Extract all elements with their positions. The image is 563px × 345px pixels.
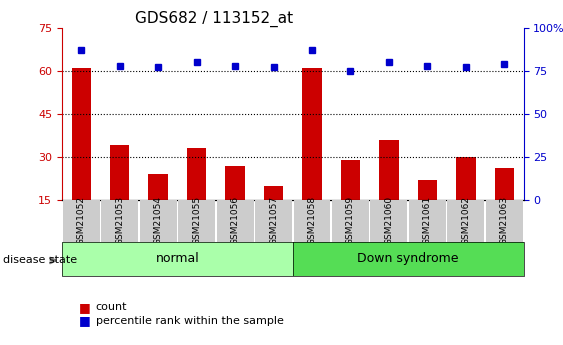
Bar [456,157,476,200]
FancyBboxPatch shape [448,200,484,242]
Bar [495,168,514,200]
FancyBboxPatch shape [140,200,177,242]
Bar [225,166,245,200]
Text: GDS682 / 113152_at: GDS682 / 113152_at [135,10,293,27]
Bar [110,146,129,200]
Text: GSM21052: GSM21052 [77,196,86,245]
FancyBboxPatch shape [62,241,293,276]
Text: normal: normal [155,252,199,265]
FancyBboxPatch shape [255,200,292,242]
Text: Down syndrome: Down syndrome [358,252,459,265]
Text: GSM21060: GSM21060 [385,196,394,245]
FancyBboxPatch shape [486,200,523,242]
Bar [302,68,321,200]
Text: GSM21055: GSM21055 [192,196,201,245]
Text: GSM21057: GSM21057 [269,196,278,245]
Text: GSM21062: GSM21062 [462,196,470,245]
FancyBboxPatch shape [217,200,253,242]
Bar [149,174,168,200]
Text: GSM21059: GSM21059 [346,196,355,245]
Text: GSM21058: GSM21058 [307,196,316,245]
FancyBboxPatch shape [62,200,100,242]
Text: count: count [96,302,127,312]
Text: GSM21063: GSM21063 [500,196,509,245]
Text: GSM21054: GSM21054 [154,196,163,245]
Bar [341,160,360,200]
Text: GSM21053: GSM21053 [115,196,124,245]
FancyBboxPatch shape [293,241,524,276]
Bar [418,180,437,200]
Bar [264,186,283,200]
FancyBboxPatch shape [332,200,369,242]
Text: GSM21061: GSM21061 [423,196,432,245]
Text: ■: ■ [79,314,91,327]
Bar [187,148,206,200]
Bar [72,68,91,200]
FancyBboxPatch shape [178,200,215,242]
Text: GSM21056: GSM21056 [231,196,239,245]
Text: disease state: disease state [3,256,81,265]
Text: percentile rank within the sample: percentile rank within the sample [96,316,284,326]
FancyBboxPatch shape [293,200,330,242]
FancyBboxPatch shape [409,200,446,242]
FancyBboxPatch shape [370,200,408,242]
Text: ■: ■ [79,300,91,314]
Bar [379,140,399,200]
FancyBboxPatch shape [101,200,138,242]
